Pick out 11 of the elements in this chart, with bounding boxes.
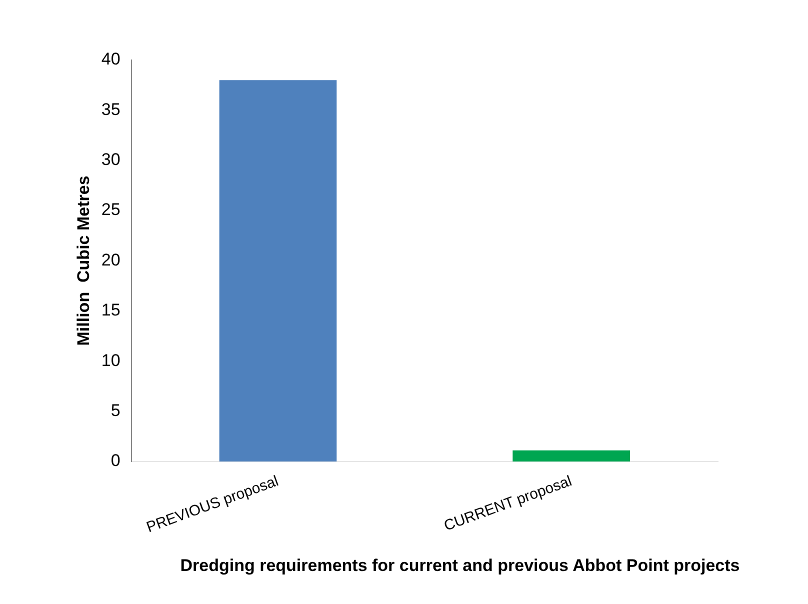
y-tick-label: 35 <box>101 100 120 119</box>
y-axis-title: Million Cubic Metres <box>74 176 93 346</box>
y-tick-label: 15 <box>101 300 120 320</box>
x-axis-title: Dredging requirements for current and previous Abbot Point projects <box>179 555 741 576</box>
y-tick-label: 0 <box>110 451 120 470</box>
y-tick-label: 40 <box>101 50 120 69</box>
y-tick-label: 5 <box>110 400 120 420</box>
y-tick-label: 30 <box>101 150 120 170</box>
y-tick-label: 20 <box>101 250 120 270</box>
y-tick-label: 25 <box>101 200 120 220</box>
y-tick-label: 10 <box>101 350 120 370</box>
